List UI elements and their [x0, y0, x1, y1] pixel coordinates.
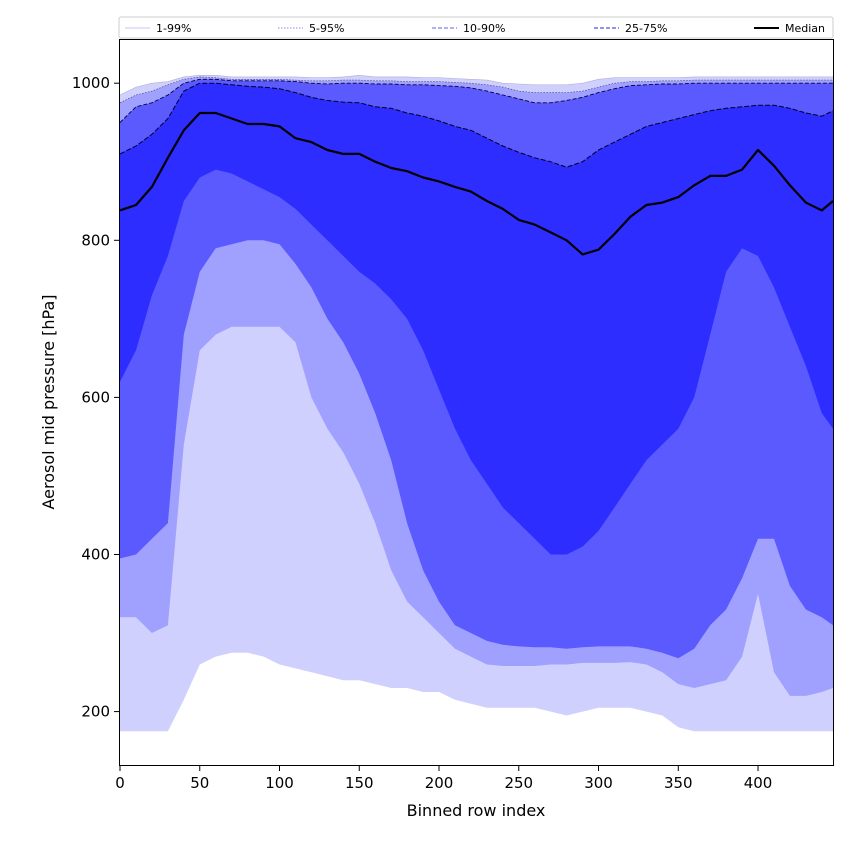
x-tick-label: 200: [425, 774, 454, 792]
y-tick-label: 600: [81, 388, 110, 406]
upper-quantile-line-1-99: [119, 74, 833, 96]
x-tick-label: 400: [744, 774, 773, 792]
upper-quantile-line-5-95: [119, 76, 833, 104]
x-tick-label: 300: [584, 774, 613, 792]
plot-frame: [119, 39, 834, 766]
x-tick-label: 350: [664, 774, 693, 792]
y-tick-label: 1000: [72, 74, 110, 92]
legend-label: Median: [785, 22, 825, 35]
y-tick-label: 400: [81, 545, 110, 563]
upper-quantile-line-25-75: [119, 82, 834, 168]
legend-label: 1-99%: [156, 22, 191, 35]
median-line: [119, 111, 834, 256]
x-axis-title: Binned row index: [407, 801, 546, 820]
x-axis: 0 50 100 150 200 250 300 350 400: [115, 765, 772, 792]
x-tick-label: 0: [115, 774, 125, 792]
quantile-lines: [119, 74, 834, 168]
y-axis-title: Aerosol mid pressure [hPa]: [39, 294, 58, 509]
x-tick-label: 50: [190, 774, 209, 792]
x-tick-label: 250: [504, 774, 533, 792]
median-series-line: [119, 111, 834, 256]
y-axis: 200 400 600 800 1000: [72, 74, 120, 721]
legend-box: [118, 16, 834, 39]
percentile-bands: [120, 75, 833, 732]
y-tick-label: 200: [81, 703, 110, 721]
legend: 1-99% 5-95% 10-90% 25-75% Median: [118, 16, 834, 39]
x-tick-label: 100: [265, 774, 294, 792]
band-25-75-pct: [120, 83, 833, 555]
legend-label: 5-95%: [309, 22, 344, 35]
x-tick-label: 150: [345, 774, 374, 792]
legend-label: 10-90%: [463, 22, 505, 35]
upper-quantile-line-10-90: [119, 78, 833, 123]
y-tick-label: 800: [81, 231, 110, 249]
legend-label: 25-75%: [625, 22, 667, 35]
